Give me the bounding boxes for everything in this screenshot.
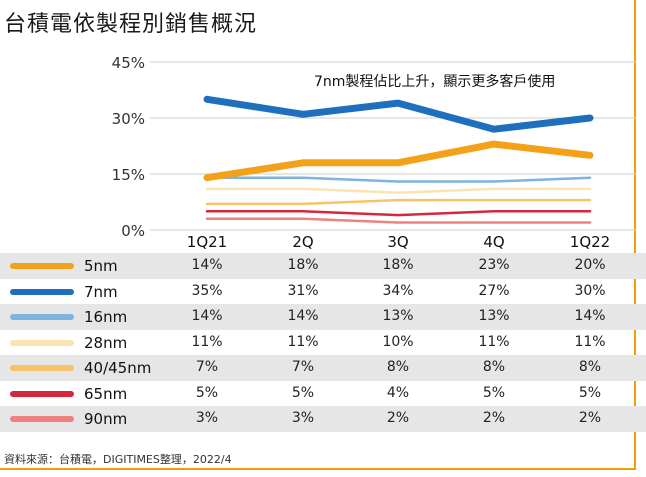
legend-swatch xyxy=(10,263,74,269)
y-tick-label: 45% xyxy=(112,54,145,72)
series-name: 65nm xyxy=(84,384,128,403)
series-name: 90nm xyxy=(84,410,128,428)
table-row: 7nm 35% 31% 34% 27% 30% xyxy=(0,279,646,305)
source-note: 資料來源：台積電，DIGITIMES整理，2022/4 xyxy=(4,453,232,466)
x-tick-label: 3Q xyxy=(387,233,408,251)
chart-frame xyxy=(0,0,636,470)
x-tick-label: 1Q21 xyxy=(187,233,227,251)
chart-annotation: 7nm製程佔比上升，顯示更多客戶使用 xyxy=(314,74,556,90)
y-tick-label: 30% xyxy=(112,110,145,128)
data-label: 11% xyxy=(287,333,319,350)
series-line-90nm xyxy=(205,217,592,224)
data-label: 34% xyxy=(382,282,414,299)
data-label: 14% xyxy=(287,308,319,324)
data-label: 14% xyxy=(191,308,223,324)
data-label: 8% xyxy=(386,359,410,375)
data-label: 7% xyxy=(291,359,315,375)
table-row: 5nm 14% 18% 18% 23% 20% xyxy=(0,253,646,279)
data-label: 11% xyxy=(478,333,510,350)
legend-swatch xyxy=(10,390,74,397)
series-line-28nm xyxy=(205,187,592,194)
y-tick-label: 15% xyxy=(112,166,145,184)
data-label: 5% xyxy=(291,384,315,401)
data-label: 14% xyxy=(574,308,606,324)
table-row: 65nm 5% 5% 4% 5% 5% xyxy=(0,381,646,407)
series-name: 16nm xyxy=(84,308,128,326)
data-label: 18% xyxy=(382,257,414,273)
data-label: 3% xyxy=(291,410,315,426)
line-chart: 0% 15% 30% 45% 1Q21 2Q 3Q 4Q 1Q22 xyxy=(112,54,636,251)
table-row: 16nm 14% 14% 13% 13% 14% xyxy=(0,304,646,330)
data-label: 2% xyxy=(482,410,506,426)
series-name: 5nm xyxy=(84,257,118,275)
y-tick-label: 0% xyxy=(121,222,145,240)
chart-title: 台積電依製程別銷售概況 xyxy=(4,12,258,37)
legend-swatch xyxy=(10,288,74,295)
table-row: 28nm 11% 11% 10% 11% 11% xyxy=(0,330,646,356)
x-tick-label: 2Q xyxy=(292,233,313,251)
data-label: 5% xyxy=(195,384,219,401)
data-label: 3% xyxy=(195,410,219,426)
series-name: 28nm xyxy=(84,333,128,352)
table-row: 90nm 3% 3% 2% 2% 2% xyxy=(0,406,646,432)
legend-swatch xyxy=(10,365,74,371)
legend-swatch xyxy=(10,314,74,320)
data-label: 5% xyxy=(578,384,602,401)
data-label: 2% xyxy=(578,410,602,426)
data-label: 30% xyxy=(574,282,606,299)
data-label: 11% xyxy=(191,333,223,350)
legend-swatch xyxy=(10,416,74,422)
data-label: 14% xyxy=(191,257,223,273)
x-tick-label: 1Q22 xyxy=(570,233,610,251)
table-row: 40/45nm 7% 7% 8% 8% 8% xyxy=(0,355,646,381)
series-line-65nm xyxy=(205,210,592,217)
data-label: 27% xyxy=(478,282,510,299)
series-name: 40/45nm xyxy=(84,359,152,377)
data-label: 7% xyxy=(195,359,219,375)
data-label: 8% xyxy=(578,359,602,375)
data-label: 23% xyxy=(478,257,510,273)
data-label: 31% xyxy=(287,282,319,299)
data-label: 18% xyxy=(287,257,319,273)
series-line-40-45nm xyxy=(205,198,592,206)
data-label: 10% xyxy=(382,333,414,350)
x-tick-label: 4Q xyxy=(483,233,504,251)
series-line-7nm xyxy=(203,95,594,133)
data-table: 5nm 14% 18% 18% 23% 20% 7nm 35% 31% 34% 27% 30% 16nm… xyxy=(0,253,646,432)
data-label: 11% xyxy=(574,333,606,350)
data-label: 2% xyxy=(386,410,410,426)
series-line-5nm xyxy=(203,140,594,182)
series-name: 7nm xyxy=(84,282,118,301)
data-label: 13% xyxy=(478,308,510,324)
data-label: 5% xyxy=(482,384,506,401)
data-label: 4% xyxy=(386,384,410,401)
data-label: 20% xyxy=(574,257,606,273)
data-label: 35% xyxy=(191,282,223,299)
legend-swatch xyxy=(10,339,74,346)
series-line-16nm xyxy=(205,176,592,183)
data-label: 8% xyxy=(482,359,506,375)
data-label: 13% xyxy=(382,308,414,324)
